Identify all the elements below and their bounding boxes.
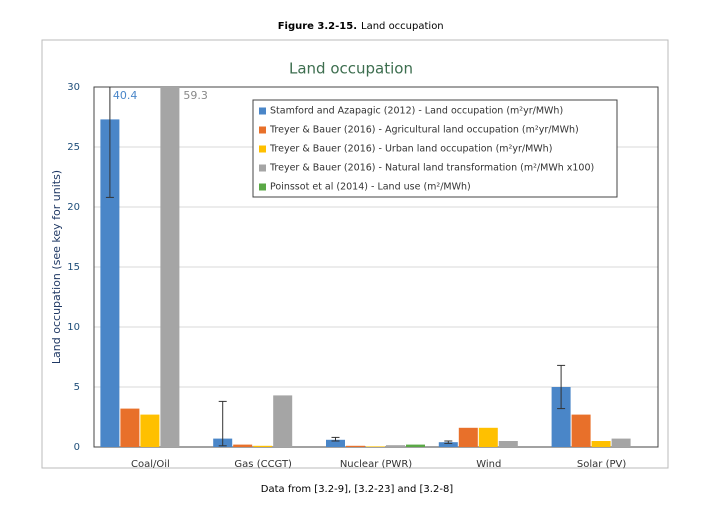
source-note: Data from [3.2-9], [3.2-23] and [3.2-8] [261, 484, 454, 495]
x-tick-label: Gas (CCGT) [234, 459, 292, 470]
x-tick-label: Coal/Oil [131, 459, 170, 470]
bar [406, 444, 425, 447]
bar [160, 87, 180, 447]
bar [611, 438, 631, 447]
y-tick-label: 15 [67, 262, 80, 273]
legend-label: Stamford and Azapagic (2012) - Land occu… [270, 106, 563, 117]
y-tick-label: 30 [67, 82, 80, 93]
legend-swatch [259, 145, 266, 153]
legend-swatch [259, 164, 266, 172]
legend-label: Treyer & Bauer (2016) - Agricultural lan… [269, 125, 579, 136]
error-bar [331, 436, 340, 442]
bar [386, 445, 405, 447]
bar [346, 445, 365, 447]
bar [233, 444, 253, 447]
bar [458, 427, 478, 447]
y-tick-label: 0 [74, 442, 80, 453]
bar [326, 439, 345, 447]
bar [551, 387, 571, 447]
bar [253, 445, 273, 447]
bar [571, 414, 591, 447]
legend-label: Treyer & Bauer (2016) - Urban land occup… [269, 144, 552, 155]
legend-label: Poinssot et al (2014) - Land use (m²/MWh… [270, 182, 471, 193]
x-tick-label: Solar (PV) [577, 459, 626, 470]
bar [438, 442, 458, 447]
value-label: 59.3 [183, 89, 208, 102]
bar [366, 446, 385, 447]
error-bar [218, 400, 227, 447]
bars [100, 87, 631, 448]
bar [100, 119, 120, 448]
bar [478, 427, 498, 447]
y-tick-label: 10 [67, 322, 80, 333]
y-axis-label: Land occupation (see key for units) [50, 170, 63, 364]
legend-label: Treyer & Bauer (2016) - Natural land tra… [269, 163, 594, 174]
bar [498, 441, 518, 447]
legend-swatch [259, 107, 266, 115]
y-tick-label: 20 [67, 202, 80, 213]
legend-swatch [259, 126, 266, 134]
x-tick-label: Wind [476, 459, 501, 470]
error-bar [557, 364, 566, 410]
y-tick-label: 25 [67, 142, 80, 153]
error-bar [105, 87, 114, 198]
bar [140, 414, 160, 447]
chart-title: Land occupation [289, 60, 413, 78]
caption-label: Figure 3.2-15. [278, 21, 357, 32]
error-bar [444, 440, 453, 444]
bar [591, 441, 611, 447]
caption-text: Land occupation [361, 21, 444, 32]
error-label: 40.4 [113, 89, 137, 102]
x-tick-label: Nuclear (PWR) [340, 459, 412, 470]
y-tick-label: 5 [74, 382, 80, 393]
bar [273, 395, 293, 447]
bar [120, 408, 140, 447]
legend-box [252, 99, 618, 198]
legend-swatch [259, 183, 266, 191]
